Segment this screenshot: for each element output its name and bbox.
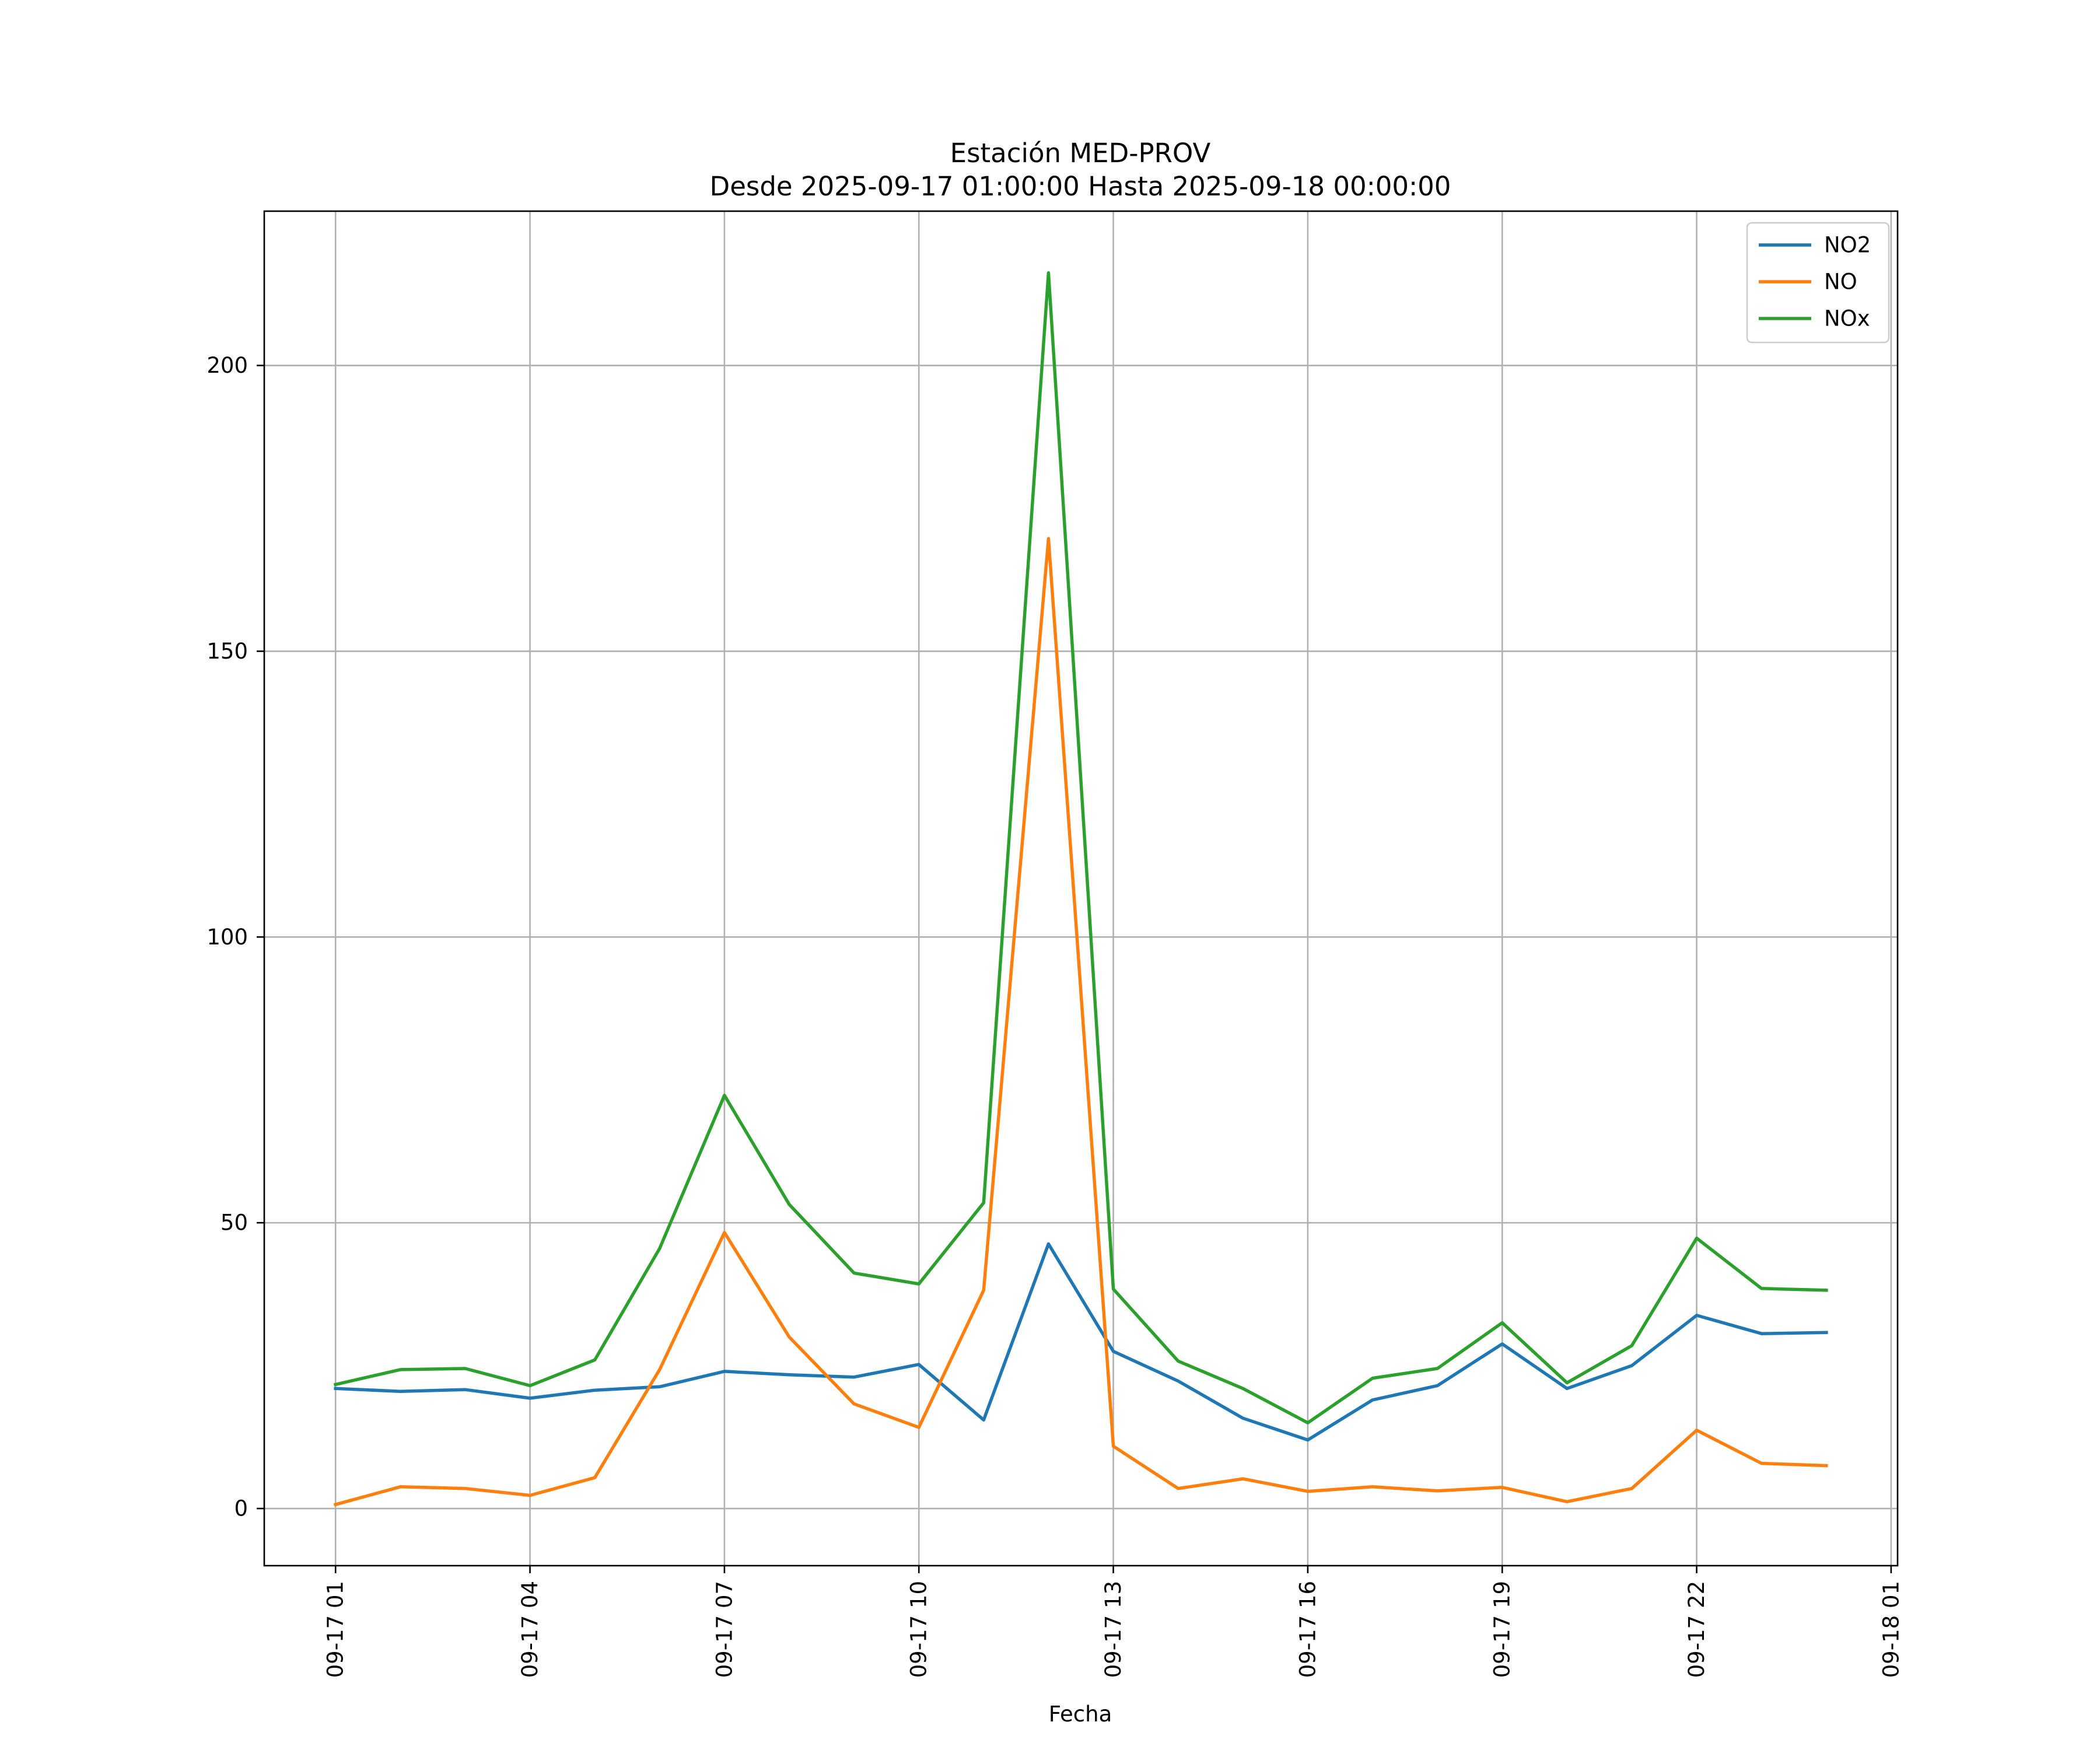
- grid: [264, 211, 1898, 1566]
- x-tick-label: 09-18 01: [1878, 1581, 1903, 1678]
- legend-label-no2: NO2: [1824, 233, 1871, 258]
- y-axis: 0 50 100 150 200: [206, 353, 264, 1521]
- series-line-no: [333, 537, 1828, 1507]
- x-tick-label: 09-17 01: [323, 1581, 348, 1678]
- series-line-nox: [333, 271, 1828, 1424]
- y-tick-label: 100: [206, 925, 248, 950]
- chart-subtitle: Desde 2025-09-17 01:00:00 Hasta 2025-09-…: [710, 171, 1451, 202]
- legend: NO2 NO NOx: [1746, 222, 1890, 344]
- y-tick-label: 200: [206, 353, 248, 378]
- plot-frame: [263, 210, 1899, 1567]
- y-tick-label: 50: [220, 1210, 248, 1236]
- x-tick-label: 09-17 19: [1490, 1581, 1515, 1678]
- x-tick-label: 09-17 16: [1295, 1581, 1320, 1678]
- x-tick-label: 09-17 13: [1101, 1581, 1126, 1678]
- x-tick-label: 09-17 04: [517, 1581, 542, 1678]
- plot-series: [333, 271, 1828, 1507]
- legend-label-nox: NOx: [1824, 306, 1870, 331]
- x-tick-label: 09-17 10: [907, 1581, 932, 1678]
- y-tick-label: 0: [234, 1496, 248, 1521]
- legend-box: [1746, 222, 1890, 344]
- series-line-no2: [334, 1242, 1828, 1442]
- x-tick-label: 09-17 07: [712, 1581, 737, 1678]
- legend-label-no: NO: [1824, 270, 1857, 295]
- x-axis: 09-17 01 09-17 04 09-17 07 09-17 10 09-17 13…: [323, 1566, 1903, 1678]
- x-tick-label: 09-17 22: [1684, 1581, 1709, 1678]
- y-tick-label: 150: [206, 639, 248, 664]
- chart-title: Estación MED-PROV: [950, 138, 1211, 169]
- x-axis-label: Fecha: [1049, 1702, 1112, 1727]
